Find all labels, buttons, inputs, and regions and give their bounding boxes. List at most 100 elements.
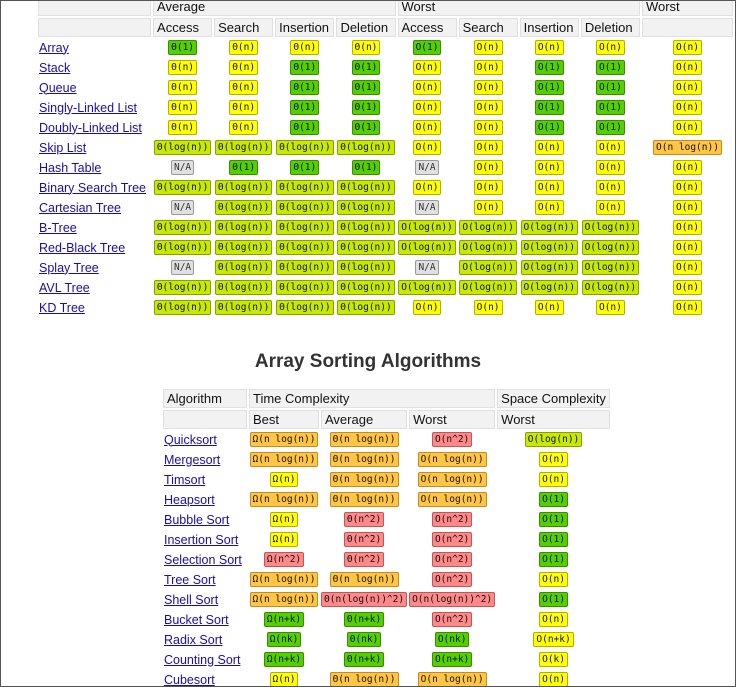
sort-complexity-badge: O(n^2): [431, 612, 473, 628]
sort-link-selection-sort[interactable]: Selection Sort: [164, 552, 242, 567]
ds-complexity-badge: O(n): [595, 200, 625, 216]
ds-complexity-cell: Θ(1): [336, 159, 395, 177]
sort-link-tree-sort[interactable]: Tree Sort: [164, 572, 216, 587]
ds-complexity-cell: Θ(log(n)): [336, 179, 395, 197]
ds-link-queue[interactable]: Queue: [39, 80, 77, 95]
ds-complexity-cell: Θ(log(n)): [214, 259, 273, 277]
ds-complexity-badge: Θ(log(n)): [276, 240, 334, 256]
ds-complexity-badge: Θ(log(n)): [153, 280, 212, 296]
ds-link-hash-table[interactable]: Hash Table: [39, 160, 102, 175]
ds-blank-header: [38, 18, 152, 37]
ds-complexity-cell: Θ(log(n)): [336, 199, 395, 217]
ds-complexity-badge: Θ(1): [351, 80, 381, 96]
ds-complexity-cell: O(n): [459, 79, 518, 97]
ds-complexity-cell: N/A: [153, 159, 212, 177]
ds-link-skip-list[interactable]: Skip List: [39, 140, 87, 155]
ds-complexity-badge: N/A: [170, 160, 195, 176]
sort-complexity-cell: O(n log(n)): [409, 451, 495, 469]
ds-complexity-badge: Θ(1): [351, 60, 381, 76]
ds-complexity-badge: O(n): [412, 300, 442, 316]
ds-complexity-badge: Θ(log(n)): [214, 180, 273, 196]
ds-complexity-cell: Θ(n): [214, 99, 273, 117]
ds-link-kd-tree[interactable]: KD Tree: [39, 300, 85, 315]
ds-complexity-cell: O(n): [398, 59, 457, 77]
ds-header-search: Search: [214, 18, 274, 37]
ds-complexity-cell: Θ(log(n)): [336, 299, 395, 317]
ds-complexity-cell: Θ(n): [214, 119, 273, 137]
ds-complexity-badge: Θ(1): [290, 160, 320, 176]
sort-complexity-badge: Θ(n+k): [343, 612, 385, 628]
sort-link-bucket-sort[interactable]: Bucket Sort: [164, 612, 229, 627]
sort-complexity-cell: Θ(n log(n)): [321, 491, 407, 509]
ds-row-array: Array Θ(1) Θ(n) Θ(n) Θ(n) O(1) O(n) O(n) O(n) O(n…: [38, 39, 733, 57]
ds-link-binary-search-tree[interactable]: Binary Search Tree: [39, 180, 146, 195]
sort-complexity-badge: Θ(n+k): [343, 652, 385, 668]
ds-complexity-badge: O(log(n)): [581, 280, 640, 296]
ds-blank-header: [641, 18, 733, 37]
sort-complexity-badge: Ω(n+k): [263, 652, 305, 668]
ds-complexity-cell: O(n): [581, 159, 640, 177]
ds-link-stack[interactable]: Stack: [39, 60, 71, 75]
ds-complexity-badge: O(log(n)): [520, 260, 578, 276]
sort-link-cubesort[interactable]: Cubesort: [164, 672, 215, 687]
ds-link-b-tree[interactable]: B-Tree: [39, 220, 77, 235]
ds-complexity-badge: O(n): [412, 100, 442, 116]
ds-complexity-badge: O(1): [534, 100, 564, 116]
sort-complexity-cell: Θ(n log(n)): [321, 451, 407, 469]
sort-link-heapsort[interactable]: Heapsort: [164, 492, 215, 507]
ds-link-cartesian-tree[interactable]: Cartesian Tree: [39, 200, 121, 215]
ds-complexity-cell: O(n): [581, 179, 640, 197]
ds-complexity-cell: N/A: [398, 259, 457, 277]
sort-link-counting-sort[interactable]: Counting Sort: [164, 652, 241, 667]
ds-header-access: Access: [397, 18, 457, 37]
sort-complexity-badge: Θ(nk): [346, 632, 382, 648]
sort-row-quicksort: Quicksort Ω(n log(n)) Θ(n log(n)) O(n^2) O(l…: [163, 431, 610, 449]
ds-link-doubly-linked-list[interactable]: Doubly-Linked List: [39, 120, 142, 135]
ds-complexity-badge: N/A: [170, 200, 195, 216]
sort-complexity-cell: Ω(n^2): [249, 551, 319, 569]
ds-header-deletion: Deletion: [580, 18, 640, 37]
sort-link-shell-sort[interactable]: Shell Sort: [164, 592, 219, 607]
ds-complexity-cell: Θ(1): [275, 159, 334, 177]
sort-link-radix-sort[interactable]: Radix Sort: [164, 632, 223, 647]
ds-complexity-badge: Θ(n): [290, 40, 320, 56]
ds-complexity-badge: O(n): [534, 160, 564, 176]
ds-complexity-cell: Θ(log(n)): [153, 139, 212, 157]
ds-complexity-cell: O(1): [520, 99, 579, 117]
sort-header-average: Average: [321, 410, 408, 429]
ds-complexity-badge: Θ(n): [229, 40, 259, 56]
sort-complexity-badge: O(1): [539, 512, 568, 528]
sort-complexity-cell: O(log(n)): [497, 431, 610, 449]
ds-complexity-badge: O(n): [534, 140, 564, 156]
sort-link-mergesort[interactable]: Mergesort: [164, 452, 221, 467]
ds-complexity-cell: O(log(n)): [520, 239, 579, 257]
sort-row-mergesort: Mergesort Ω(n log(n)) Θ(n log(n)) O(n log(n…: [163, 451, 610, 469]
ds-space-cell: O(n): [642, 99, 733, 117]
ds-complexity-cell: Θ(1): [214, 159, 273, 177]
sort-complexity-cell: O(n^2): [409, 611, 495, 629]
sort-row-cubesort: Cubesort Ω(n) Θ(n log(n)) O(n log(n)) O(n): [163, 671, 610, 687]
ds-complexity-cell: Θ(n): [214, 39, 273, 57]
sort-complexity-cell: O(n^2): [409, 431, 495, 449]
ds-link-red-black-tree[interactable]: Red-Black Tree: [39, 240, 126, 255]
ds-link-array[interactable]: Array: [39, 40, 69, 55]
ds-row-queue: Queue Θ(n) Θ(n) Θ(1) Θ(1) O(n) O(n) O(1) O(1) O(n…: [38, 79, 733, 97]
sort-link-bubble-sort[interactable]: Bubble Sort: [164, 512, 230, 527]
ds-complexity-cell: N/A: [153, 199, 212, 217]
sort-complexity-badge: O(1): [539, 552, 568, 568]
sort-link-timsort[interactable]: Timsort: [164, 472, 206, 487]
sort-complexity-badge: O(n log(n)): [417, 472, 487, 488]
sort-link-quicksort[interactable]: Quicksort: [164, 432, 217, 447]
ds-complexity-badge: Θ(n): [229, 80, 259, 96]
ds-complexity-badge: O(n): [412, 140, 442, 156]
sort-complexity-badge: O(n^2): [431, 532, 473, 548]
ds-link-splay-tree[interactable]: Splay Tree: [39, 260, 99, 275]
sort-link-insertion-sort[interactable]: Insertion Sort: [164, 532, 239, 547]
ds-complexity-badge: Θ(log(n)): [214, 260, 273, 276]
ds-link-avl-tree[interactable]: AVL Tree: [39, 280, 90, 295]
ds-complexity-badge: O(1): [412, 40, 442, 56]
ds-complexity-cell: O(log(n)): [459, 239, 518, 257]
ds-complexity-badge: Θ(1): [290, 60, 320, 76]
ds-link-singly-linked-list[interactable]: Singly-Linked List: [39, 100, 137, 115]
ds-complexity-cell: O(log(n)): [581, 239, 640, 257]
